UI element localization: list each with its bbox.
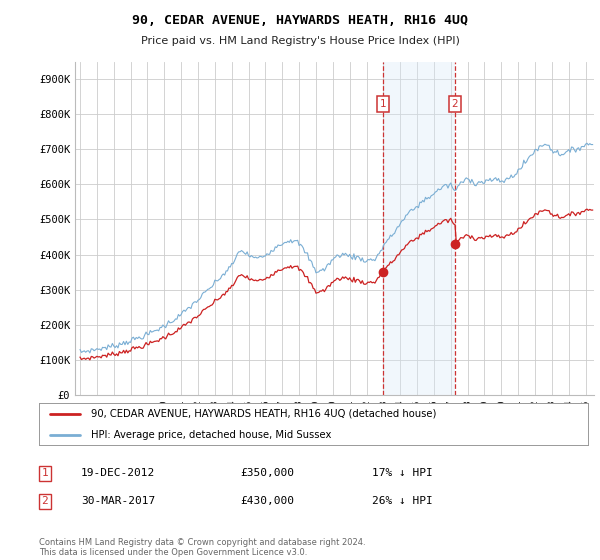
Text: HPI: Average price, detached house, Mid Sussex: HPI: Average price, detached house, Mid …: [91, 430, 332, 440]
Text: 17% ↓ HPI: 17% ↓ HPI: [372, 468, 433, 478]
Text: 26% ↓ HPI: 26% ↓ HPI: [372, 496, 433, 506]
Text: 90, CEDAR AVENUE, HAYWARDS HEATH, RH16 4UQ: 90, CEDAR AVENUE, HAYWARDS HEATH, RH16 4…: [132, 14, 468, 27]
Text: £350,000: £350,000: [240, 468, 294, 478]
Text: 19-DEC-2012: 19-DEC-2012: [81, 468, 155, 478]
Bar: [383, 62, 455, 395]
Text: 2: 2: [41, 496, 49, 506]
Text: £430,000: £430,000: [240, 496, 294, 506]
Text: 90, CEDAR AVENUE, HAYWARDS HEATH, RH16 4UQ (detached house): 90, CEDAR AVENUE, HAYWARDS HEATH, RH16 4…: [91, 409, 437, 419]
Text: 2: 2: [452, 99, 458, 109]
Text: Price paid vs. HM Land Registry's House Price Index (HPI): Price paid vs. HM Land Registry's House …: [140, 36, 460, 46]
Text: 30-MAR-2017: 30-MAR-2017: [81, 496, 155, 506]
Text: Contains HM Land Registry data © Crown copyright and database right 2024.
This d: Contains HM Land Registry data © Crown c…: [39, 538, 365, 557]
Text: 1: 1: [41, 468, 49, 478]
Text: 1: 1: [380, 99, 386, 109]
